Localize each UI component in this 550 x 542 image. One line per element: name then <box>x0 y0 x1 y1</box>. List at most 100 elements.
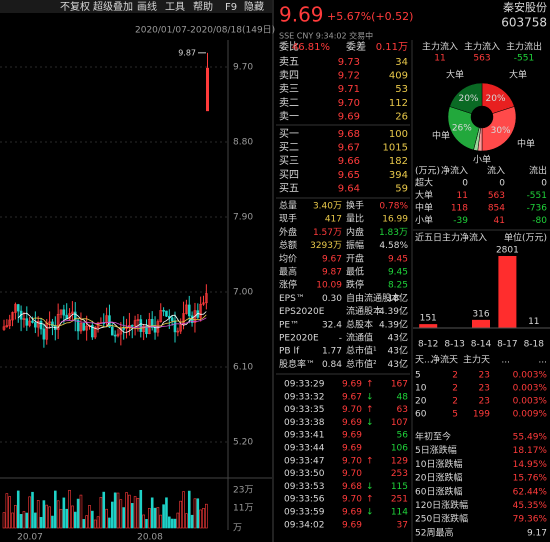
candle-body <box>25 318 29 326</box>
volume-bar <box>39 516 43 529</box>
volume-bar <box>16 490 20 529</box>
volume-bar <box>36 500 40 529</box>
table-cell: -39 <box>453 216 468 226</box>
candle-body <box>42 328 46 340</box>
stock-code: 603758 <box>501 16 547 30</box>
change-value: 15.76% <box>513 474 548 484</box>
stat-value: 18亿 <box>388 292 408 304</box>
order-volume: 112 <box>389 98 408 109</box>
order-level: 买一 <box>279 128 299 140</box>
toolbar-button[interactable]: 隐藏 <box>244 1 264 13</box>
volume-bar <box>116 492 120 529</box>
stat-value: 3293万 <box>310 241 342 251</box>
change-label: 10日涨跌幅 <box>415 458 462 470</box>
volume-bar <box>88 505 91 529</box>
pie-label: 30% <box>491 126 511 136</box>
candle-body <box>14 304 17 313</box>
candle-body <box>113 334 117 337</box>
candle-body <box>176 330 180 333</box>
table-header: 流出 <box>529 165 547 177</box>
candle-body <box>39 320 43 330</box>
price-tick: 6.10 <box>233 363 253 373</box>
order-price: 9.71 <box>338 84 360 95</box>
order-level: 卖四 <box>279 70 299 82</box>
change-label: 5日涨跌幅 <box>415 444 457 456</box>
bar <box>419 324 438 328</box>
stat-label: 换手 <box>346 200 364 212</box>
volume-bar <box>122 507 125 529</box>
stat-label: 最高 <box>279 266 297 278</box>
flow-value: 563 <box>473 54 490 64</box>
volume-bar <box>102 491 106 529</box>
toolbar-button[interactable]: 画线 <box>137 0 157 13</box>
table-cell: 超大 <box>415 177 433 189</box>
candle-body <box>82 323 86 331</box>
volume-bar <box>108 517 111 529</box>
toolbar-button[interactable]: 超级叠加 <box>93 0 133 13</box>
stat-label: 总额 <box>279 239 297 251</box>
volume-bar <box>105 508 108 529</box>
stat-value: 1.77 <box>322 347 342 357</box>
bar-value: 2801 <box>496 246 519 256</box>
toolbar-button[interactable]: 帮助 <box>193 0 213 13</box>
trade-time: 09:33:59 <box>284 508 325 518</box>
toolbar-button[interactable]: 不复权 <box>60 0 90 13</box>
volume-bar <box>22 511 26 529</box>
toolbar-button[interactable]: 工具 <box>165 1 185 13</box>
volume-bar <box>91 510 94 529</box>
toolbar-button[interactable]: F9 <box>225 2 237 13</box>
flow-header: 主力流入 <box>464 41 500 53</box>
candle-body <box>159 310 163 322</box>
trade-price: 9.69 <box>342 380 362 390</box>
volume-bar <box>176 512 180 529</box>
stat-value: 43亿 <box>388 358 408 370</box>
pie-label: 26% <box>452 124 472 134</box>
table-cell: 小单 <box>415 214 433 226</box>
change-label: 120日涨跌幅 <box>415 499 468 511</box>
table-cell: 10 <box>415 384 427 394</box>
bar <box>498 256 517 328</box>
flow-value: 11 <box>434 54 445 64</box>
volume-bar <box>42 500 46 529</box>
trade-time: 09:34:02 <box>284 520 324 530</box>
candle-body <box>130 325 134 327</box>
change-value: 18.17% <box>513 446 548 456</box>
stat-value: 3.40万 <box>313 202 342 212</box>
volume-bar <box>85 515 88 529</box>
candle-body <box>93 327 97 338</box>
candle-body <box>116 333 120 337</box>
volume-bar <box>93 519 97 529</box>
stat-label: 开盘 <box>346 252 364 264</box>
candle-body <box>111 326 114 336</box>
toolbar-bg <box>0 0 272 13</box>
volume-bar <box>187 490 191 529</box>
stat-value: 9.45 <box>388 268 408 278</box>
stock-name: 秦安股份 <box>503 0 547 14</box>
candle-body <box>136 319 140 321</box>
volume-bar <box>99 497 103 529</box>
volume-bar <box>73 511 77 529</box>
volume-bar <box>153 507 157 529</box>
table-cell: 0.003% <box>513 397 548 407</box>
trade-time: 09:33:35 <box>284 405 324 415</box>
trade-volume: 253 <box>391 469 408 479</box>
bar <box>472 319 490 328</box>
trade-arrow: ↓ <box>366 508 374 518</box>
change-value: 79.36% <box>513 515 548 525</box>
volume-bar <box>65 508 68 529</box>
volume-bar <box>111 501 114 529</box>
volume-bar <box>53 490 57 529</box>
table-header: 天... <box>415 356 433 366</box>
table-cell: -551 <box>527 191 547 201</box>
order-level: 卖二 <box>279 97 299 109</box>
table-cell: 563 <box>488 191 505 201</box>
table-cell: 2 <box>452 397 458 407</box>
volume-bar <box>193 498 197 529</box>
trade-arrow: ↓ <box>366 392 374 402</box>
trade-price: 9.69 <box>342 444 362 454</box>
trade-volume: 115 <box>391 482 408 492</box>
volume-bar <box>96 516 100 529</box>
volume-bar <box>82 519 86 529</box>
trade-price: 9.70 <box>342 405 362 415</box>
candle-body <box>71 311 74 314</box>
